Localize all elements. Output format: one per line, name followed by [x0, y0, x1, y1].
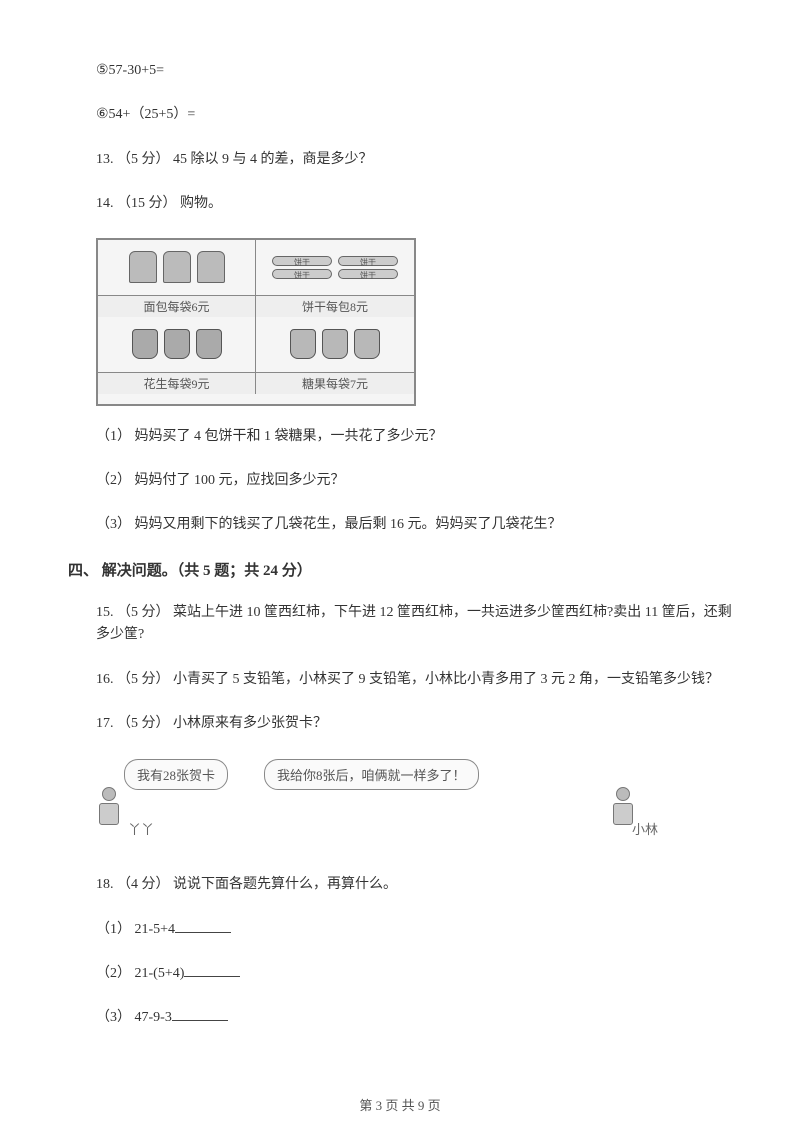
question-17: 17. （5 分） 小林原来有多少张贺卡？	[68, 713, 732, 735]
peanut-icon	[132, 329, 158, 359]
calc-item-5: ⑤57-30+5=	[68, 60, 732, 82]
speech-bubble-xiaolin: 我给你8张后，咱俩就一样多了！	[264, 759, 479, 790]
blank-line	[184, 963, 240, 977]
shopping-grid: 饼干 饼干 饼干 饼干 面包每袋6元 饼干每包8元 花生每袋9元 糖果每袋7元	[96, 238, 416, 406]
biscuit-icon: 饼干	[338, 269, 398, 279]
kid-yaya-icon	[96, 787, 122, 829]
biscuit-icon: 饼干	[338, 256, 398, 266]
question-18-3: （3） 47-9-3	[68, 1007, 732, 1029]
peanut-label: 花生每袋9元	[98, 372, 256, 394]
question-14: 14. （15 分） 购物。	[68, 193, 732, 215]
question-18: 18. （4 分） 说说下面各题先算什么，再算什么。	[68, 874, 732, 896]
bread-icon	[197, 251, 225, 283]
candy-icon	[290, 329, 316, 359]
peanut-cell	[98, 317, 256, 372]
q18-3-text: （3） 47-9-3	[96, 1010, 172, 1025]
question-14-1: （1） 妈妈买了 4 包饼干和 1 袋糖果，一共花了多少元？	[68, 426, 732, 448]
question-13: 13. （5 分） 45 除以 9 与 4 的差，商是多少？	[68, 149, 732, 171]
candy-icon	[322, 329, 348, 359]
bread-cell	[98, 240, 256, 295]
biscuit-cell: 饼干 饼干 饼干 饼干	[256, 240, 414, 295]
question-14-2: （2） 妈妈付了 100 元，应找回多少元？	[68, 470, 732, 492]
q18-1-text: （1） 21-5+4	[96, 922, 175, 937]
blank-line	[172, 1007, 228, 1021]
bread-label: 面包每袋6元	[98, 295, 256, 317]
kid-name-xiaolin: 小林	[632, 819, 658, 838]
question-16: 16. （5 分） 小青买了 5 支铅笔，小林买了 9 支铅笔，小林比小青多用了…	[68, 669, 732, 691]
peanut-icon	[164, 329, 190, 359]
page-footer: 第 3 页 共 9 页	[0, 1095, 800, 1114]
question-15: 15. （5 分） 菜站上午进 10 筐西红柿，下午进 12 筐西红柿，一共运进…	[68, 602, 732, 647]
peanut-icon	[196, 329, 222, 359]
calc-item-6: ⑥54+（25+5）=	[68, 104, 732, 126]
blank-line	[175, 919, 231, 933]
speech-bubble-yaya: 我有28张贺卡	[124, 759, 228, 790]
question-14-3: （3） 妈妈又用剩下的钱买了几袋花生，最后剩 16 元。妈妈买了几袋花生？	[68, 514, 732, 536]
shopping-figure: 饼干 饼干 饼干 饼干 面包每袋6元 饼干每包8元 花生每袋9元 糖果每袋7元	[96, 238, 416, 406]
bread-icon	[163, 251, 191, 283]
biscuit-icon: 饼干	[272, 256, 332, 266]
bread-icon	[129, 251, 157, 283]
question-18-2: （2） 21-(5+4)	[68, 963, 732, 985]
candy-cell	[256, 317, 414, 372]
q18-2-text: （2） 21-(5+4)	[96, 966, 184, 981]
biscuit-label: 饼干每包8元	[256, 295, 414, 317]
question-18-1: （1） 21-5+4	[68, 919, 732, 941]
biscuit-icon: 饼干	[272, 269, 332, 279]
section-4-title: 四、 解决问题。（共 5 题；共 24 分）	[68, 559, 732, 580]
candy-label: 糖果每袋7元	[256, 372, 414, 394]
dialogue-figure: 我有28张贺卡 我给你8张后，咱俩就一样多了！ 丫丫 小林	[96, 757, 666, 852]
kid-name-yaya: 丫丫	[128, 819, 154, 838]
candy-icon	[354, 329, 380, 359]
